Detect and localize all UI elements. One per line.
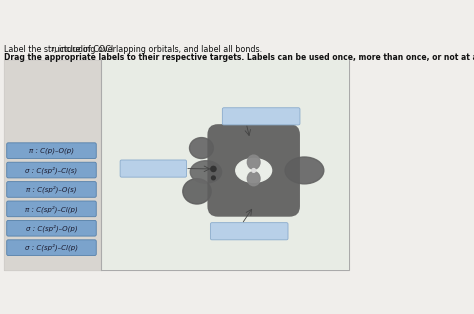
Ellipse shape bbox=[211, 176, 215, 180]
FancyBboxPatch shape bbox=[7, 143, 96, 159]
Text: Label the structure of COCl: Label the structure of COCl bbox=[4, 45, 114, 54]
FancyBboxPatch shape bbox=[208, 124, 300, 217]
FancyBboxPatch shape bbox=[7, 220, 96, 236]
Text: 2: 2 bbox=[51, 47, 55, 52]
Text: π : C(sp²)–O(s): π : C(sp²)–O(s) bbox=[26, 186, 77, 193]
Ellipse shape bbox=[190, 138, 213, 159]
Text: π : C(p)–O(p): π : C(p)–O(p) bbox=[29, 147, 74, 154]
FancyBboxPatch shape bbox=[222, 108, 300, 125]
Ellipse shape bbox=[247, 171, 260, 186]
Ellipse shape bbox=[285, 157, 324, 184]
Ellipse shape bbox=[183, 179, 211, 204]
Ellipse shape bbox=[211, 166, 216, 171]
Bar bbox=[101, 60, 349, 270]
Ellipse shape bbox=[252, 169, 255, 172]
Text: σ : C(sp²)–O(p): σ : C(sp²)–O(p) bbox=[26, 225, 77, 232]
FancyBboxPatch shape bbox=[7, 201, 96, 217]
Text: Drag the appropriate labels to their respective targets. Labels can be used once: Drag the appropriate labels to their res… bbox=[4, 52, 474, 62]
FancyBboxPatch shape bbox=[4, 60, 349, 270]
FancyBboxPatch shape bbox=[120, 160, 187, 177]
Bar bbox=[4, 60, 101, 270]
Text: σ : C(sp²)–Cl(s): σ : C(sp²)–Cl(s) bbox=[26, 166, 78, 174]
FancyBboxPatch shape bbox=[7, 240, 96, 256]
Text: σ : C(sp²)–Cl(p): σ : C(sp²)–Cl(p) bbox=[25, 244, 78, 252]
FancyBboxPatch shape bbox=[210, 223, 288, 240]
Text: , including overlapping orbitals, and label all bonds.: , including overlapping orbitals, and la… bbox=[55, 45, 263, 54]
FancyBboxPatch shape bbox=[7, 181, 96, 197]
FancyBboxPatch shape bbox=[7, 162, 96, 178]
Ellipse shape bbox=[236, 159, 272, 182]
Ellipse shape bbox=[190, 161, 222, 183]
Text: π : C(sp²)–Cl(p): π : C(sp²)–Cl(p) bbox=[25, 205, 78, 213]
Ellipse shape bbox=[247, 155, 260, 169]
